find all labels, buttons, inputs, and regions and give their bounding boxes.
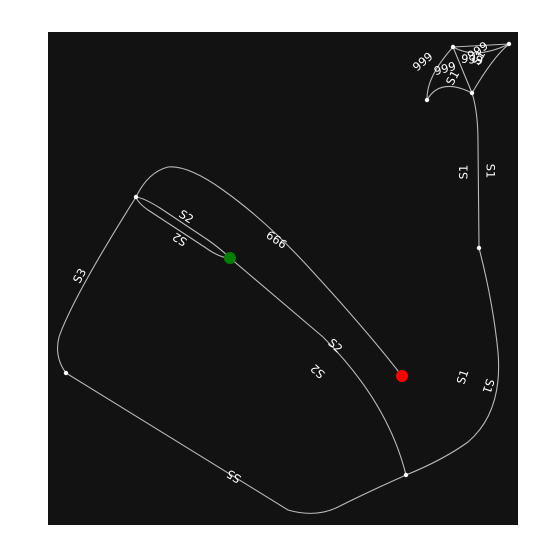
road-s2-diagonal: [229, 257, 407, 476]
node-ne-left[interactable]: [424, 97, 430, 103]
label-999: 999: [432, 59, 457, 78]
label-s1: S1: [484, 164, 498, 179]
label-s1: S1: [480, 377, 498, 395]
label-s2: S2: [176, 207, 196, 227]
label-s1: S1: [443, 68, 462, 87]
node-east-mid[interactable]: [476, 245, 482, 251]
map-nodes: [63, 41, 512, 478]
label-s1: S1: [454, 368, 472, 386]
node-ne-top[interactable]: [450, 44, 456, 50]
road-s3: [57, 196, 137, 374]
map-background: [48, 32, 518, 525]
label-s1: S1: [457, 165, 471, 180]
road-s5: [65, 372, 407, 514]
node-ne-right[interactable]: [506, 41, 512, 47]
label-999: 999: [460, 52, 483, 68]
label-s2: S2: [170, 230, 190, 250]
road-999-ne-3: [426, 85, 473, 101]
label-s5: S5: [224, 467, 244, 487]
road-s1-lower: [405, 247, 500, 476]
node-northwest[interactable]: [133, 194, 139, 200]
node-west[interactable]: [63, 370, 69, 376]
label-s1: S1: [469, 48, 488, 68]
label-s3: S3: [70, 266, 89, 285]
road-s1-upper: [471, 92, 480, 249]
road-999-ne-4: [452, 43, 510, 54]
start-marker[interactable]: [224, 252, 236, 264]
node-ne-junction[interactable]: [469, 90, 475, 96]
node-south-junction[interactable]: [403, 472, 409, 478]
road-999-long: [135, 166, 403, 377]
end-marker[interactable]: [396, 370, 408, 382]
route-map[interactable]: S1 S1 S1 S1 S1 S1 S2 S2 S2 S2 S3 S5 999 …: [48, 32, 518, 525]
